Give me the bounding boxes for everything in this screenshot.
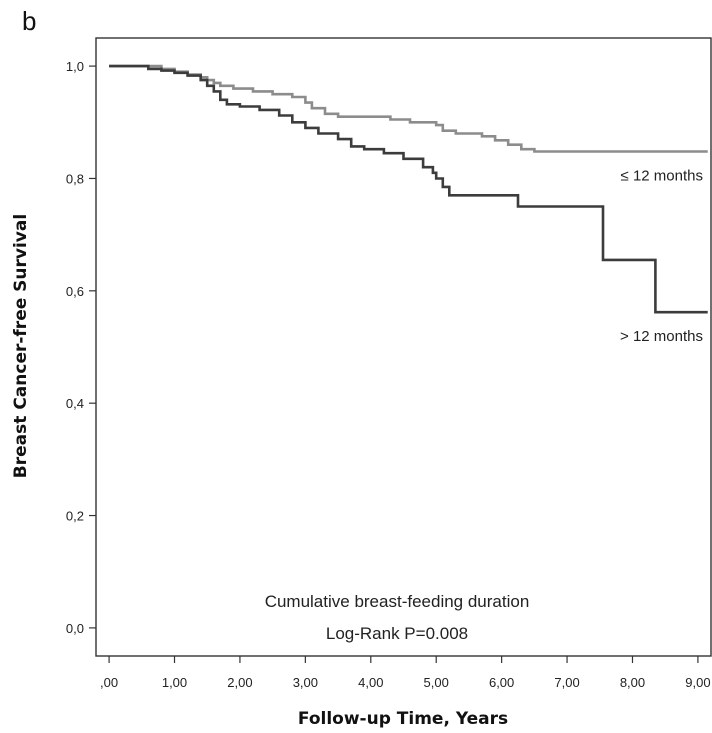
series-line-1: [109, 64, 708, 153]
y-tick-label: 0,4: [66, 396, 84, 411]
legend-annotation: Cumulative breast-feeding duration: [265, 592, 530, 611]
x-tick-label: 3,00: [293, 675, 318, 690]
x-tick-label: ,00: [100, 675, 118, 690]
x-tick-label: 8,00: [620, 675, 645, 690]
y-axis-title: Breast Cancer-free Survival: [11, 214, 31, 478]
x-tick-label: 2,00: [227, 675, 252, 690]
x-tick-label: 9,00: [685, 675, 710, 690]
series-label-1: ≤ 12 months: [621, 167, 703, 184]
panel-label: b: [22, 6, 36, 36]
series-label-2: > 12 months: [620, 328, 703, 345]
x-axis: ,00 1,00 2,00 3,00 4,00 5,00 6,00 7,00 8,00 9,00: [100, 656, 711, 690]
x-axis-title: Follow-up Time, Years: [298, 709, 508, 729]
y-tick-label: 0,0: [66, 621, 84, 636]
y-tick-label: 1,0: [66, 59, 84, 74]
y-tick-label: 0,2: [66, 509, 84, 524]
logrank-annotation: Log-Rank P=0.008: [326, 624, 468, 643]
x-tick-label: 4,00: [358, 675, 383, 690]
y-axis: 0,0 0,2 0,4 0,6 0,8 1,0: [66, 59, 96, 636]
x-tick-label: 6,00: [489, 675, 514, 690]
plot-frame: [95, 37, 712, 657]
x-tick-label: 5,00: [424, 675, 449, 690]
x-tick-label: 7,00: [554, 675, 579, 690]
y-tick-label: 0,8: [66, 171, 84, 186]
series-labels: ≤ 12 months > 12 months: [620, 167, 703, 345]
x-tick-label: 1,00: [162, 675, 187, 690]
y-tick-label: 0,6: [66, 284, 84, 299]
series-line-2: [109, 64, 708, 314]
series-layer: [109, 64, 708, 314]
